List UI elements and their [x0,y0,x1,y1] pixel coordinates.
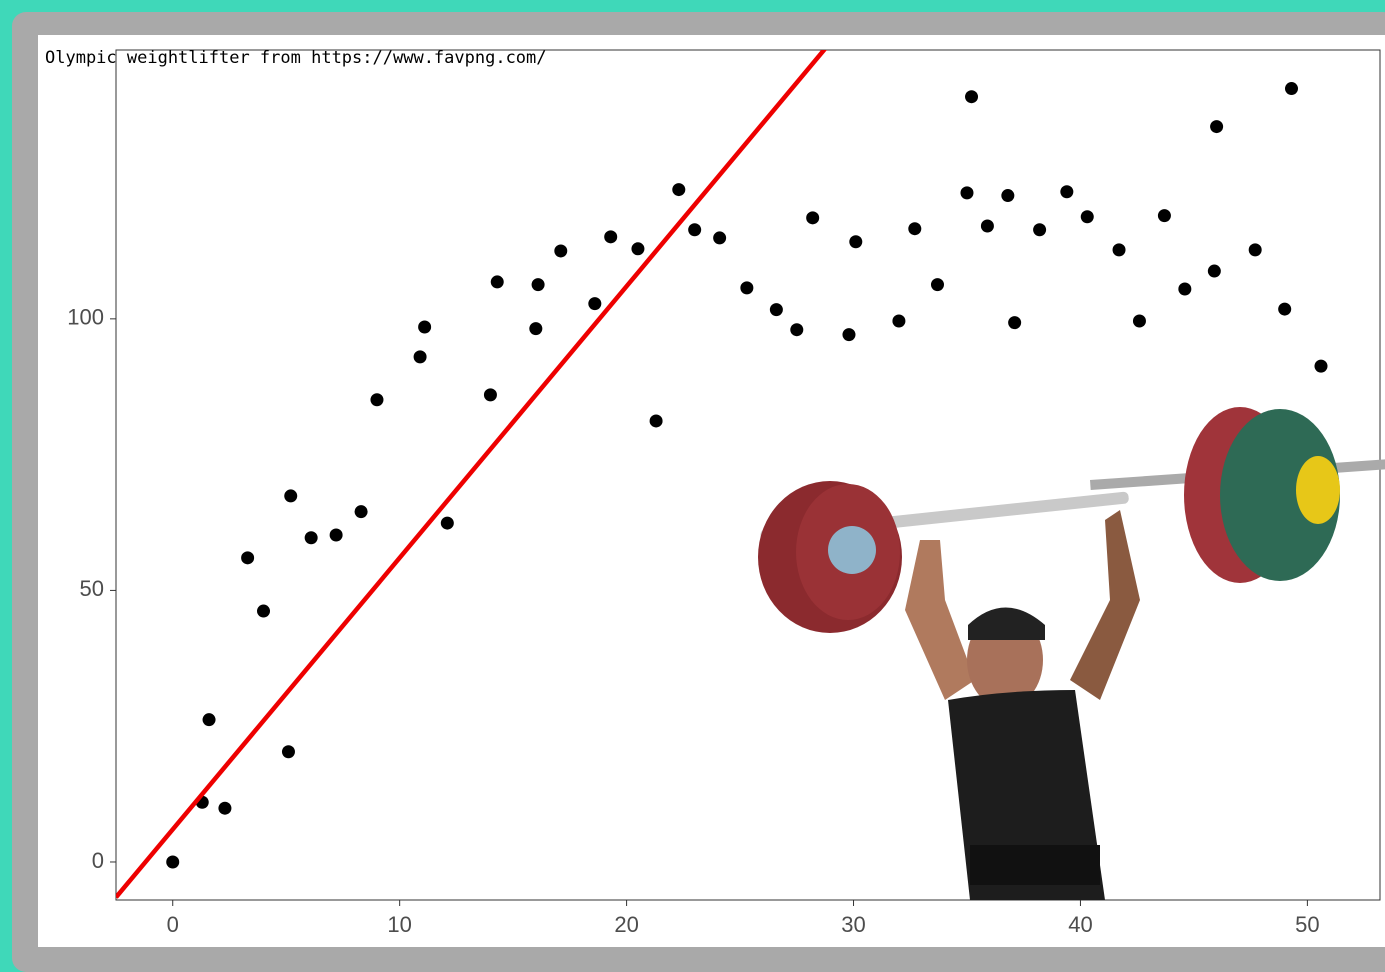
plate-left-center [828,526,876,574]
point [1133,315,1146,328]
point [1208,265,1221,278]
point [355,505,368,518]
annotation: Olympic weightlifter from https://www.fa… [45,48,547,68]
point [370,393,383,406]
point [965,90,978,103]
point [960,186,973,199]
arm-left [905,540,975,700]
point [282,745,295,758]
point [981,219,994,232]
point [1033,223,1046,236]
point [650,414,663,427]
point [688,223,701,236]
point [908,222,921,235]
point [414,350,427,363]
point [713,231,726,244]
point [1249,243,1262,256]
x-tick-label: 0 [167,912,179,937]
point [740,281,753,294]
point [529,322,542,335]
point [931,278,944,291]
x-tick-label: 30 [841,912,865,937]
point [484,388,497,401]
point [1081,210,1094,223]
cap [968,608,1045,641]
chart: 0 10 20 30 40 50 0 50 100 Olympic weightlifter f… [0,0,1385,947]
x-tick-label: 50 [1295,912,1319,937]
point [441,517,454,530]
point [892,315,905,328]
point [1113,243,1126,256]
y-tick-label: 0 [92,848,104,873]
point [604,230,617,243]
point [849,235,862,248]
point [532,278,545,291]
point [554,244,567,257]
point [305,531,318,544]
point [1278,303,1291,316]
belt [970,845,1100,885]
reference-line [116,0,1380,897]
point [1285,82,1298,95]
point [790,323,803,336]
point [218,802,231,815]
point [241,551,254,564]
weightlifter-image [758,407,1385,900]
point [1060,185,1073,198]
point [166,855,179,868]
plot-area [116,0,1380,897]
y-tick-label: 100 [67,305,104,330]
point [588,297,601,310]
point [1008,316,1021,329]
point [1178,282,1191,295]
plate-right-collar [1296,456,1340,524]
point [1210,120,1223,133]
point [770,303,783,316]
point [257,605,270,618]
point [1158,209,1171,222]
page: {"chart_data": {"type": "scatter", "anno… [0,0,1385,947]
x-tick-label: 20 [614,912,638,937]
point [203,713,216,726]
point [842,328,855,341]
point [806,211,819,224]
point [491,275,504,288]
point [418,320,431,333]
x-tick-label: 40 [1068,912,1092,937]
point [631,242,644,255]
arm-right [1070,510,1140,700]
y-tick-label: 50 [80,576,104,601]
point [330,529,343,542]
point [1001,189,1014,202]
point [284,489,297,502]
point [672,183,685,196]
point [1314,360,1327,373]
x-tick-label: 10 [387,912,411,937]
